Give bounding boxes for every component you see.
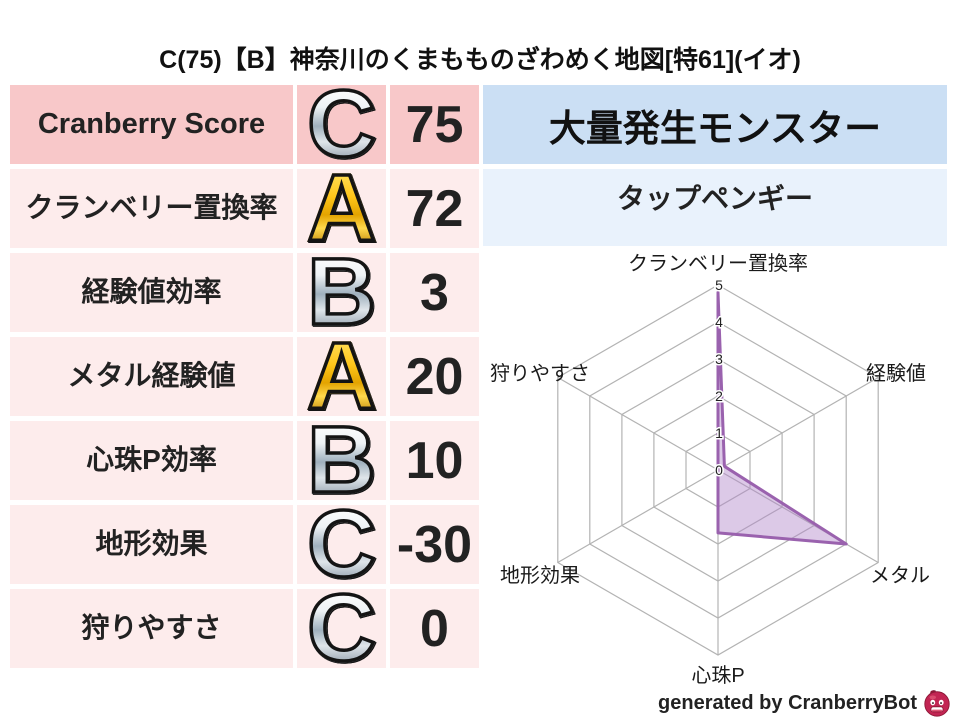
table-row: 心珠P効率 B 10 bbox=[10, 407, 479, 513]
credit-text: generated by CranberryBot bbox=[658, 691, 917, 714]
svg-text:地形効果: 地形効果 bbox=[500, 564, 580, 587]
monster-panel-header: 大量発生モンスター bbox=[483, 85, 947, 164]
footer-credit: generated by CranberryBot bbox=[658, 688, 952, 718]
page-title: C(75)【B】神奈川のくまもものざわめく地図[特61](イオ) bbox=[159, 46, 801, 74]
row-value: 3 bbox=[390, 253, 479, 332]
svg-text:心珠P: 心珠P bbox=[691, 664, 744, 687]
grade-letter-icon: A bbox=[305, 323, 377, 429]
svg-text:4: 4 bbox=[715, 314, 723, 330]
grade-letter-icon: C bbox=[305, 71, 377, 177]
table-row: 狩りやすさ C 0 bbox=[10, 575, 479, 681]
row-value: 20 bbox=[390, 337, 479, 416]
row-value: 0 bbox=[390, 589, 479, 668]
svg-text:経験値: 経験値 bbox=[866, 362, 926, 385]
row-value: 72 bbox=[390, 169, 479, 248]
grade-cell: C bbox=[297, 575, 386, 681]
grade-letter-icon: B bbox=[305, 407, 377, 513]
table-row: クランベリー置換率 A 72 bbox=[10, 155, 479, 261]
monster-name: タップペンギー bbox=[483, 169, 947, 246]
row-label: Cranberry Score bbox=[10, 85, 293, 164]
row-label: 心珠P効率 bbox=[10, 421, 293, 500]
row-value: -30 bbox=[390, 505, 479, 584]
grade-cell: B bbox=[297, 239, 386, 345]
cranberry-mascot-icon bbox=[924, 690, 950, 717]
grade-letter-icon: A bbox=[305, 155, 377, 261]
row-label: 狩りやすさ bbox=[10, 589, 293, 668]
grade-cell: A bbox=[297, 155, 386, 261]
grade-letter-icon: B bbox=[305, 239, 377, 345]
svg-text:0: 0 bbox=[715, 462, 723, 478]
grade-cell: B bbox=[297, 407, 386, 513]
row-label: メタル経験値 bbox=[10, 337, 293, 416]
row-value: 10 bbox=[390, 421, 479, 500]
grade-cell: C bbox=[297, 71, 386, 177]
score-table: Cranberry Score C 75 クランベリー置換率 A 72 経験値効… bbox=[10, 71, 479, 681]
svg-text:メタル: メタル bbox=[870, 564, 930, 587]
row-label: 経験値効率 bbox=[10, 253, 293, 332]
row-label: クランベリー置換率 bbox=[10, 169, 293, 248]
svg-text:クランベリー置換率: クランベリー置換率 bbox=[628, 252, 808, 275]
table-row: 地形効果 C -30 bbox=[10, 491, 479, 597]
table-row: Cranberry Score C 75 bbox=[10, 71, 479, 177]
grade-letter-icon: C bbox=[305, 575, 377, 681]
grade-cell: C bbox=[297, 491, 386, 597]
row-value: 75 bbox=[390, 85, 479, 164]
svg-text:5: 5 bbox=[715, 277, 723, 293]
table-row: 経験値効率 B 3 bbox=[10, 239, 479, 345]
svg-text:狩りやすさ: 狩りやすさ bbox=[490, 362, 590, 385]
row-label: 地形効果 bbox=[10, 505, 293, 584]
table-row: メタル経験値 A 20 bbox=[10, 323, 479, 429]
grade-letter-icon: C bbox=[305, 491, 377, 597]
svg-text:3: 3 bbox=[715, 351, 723, 367]
grade-cell: A bbox=[297, 323, 386, 429]
svg-text:2: 2 bbox=[715, 388, 723, 404]
svg-text:1: 1 bbox=[715, 425, 723, 441]
